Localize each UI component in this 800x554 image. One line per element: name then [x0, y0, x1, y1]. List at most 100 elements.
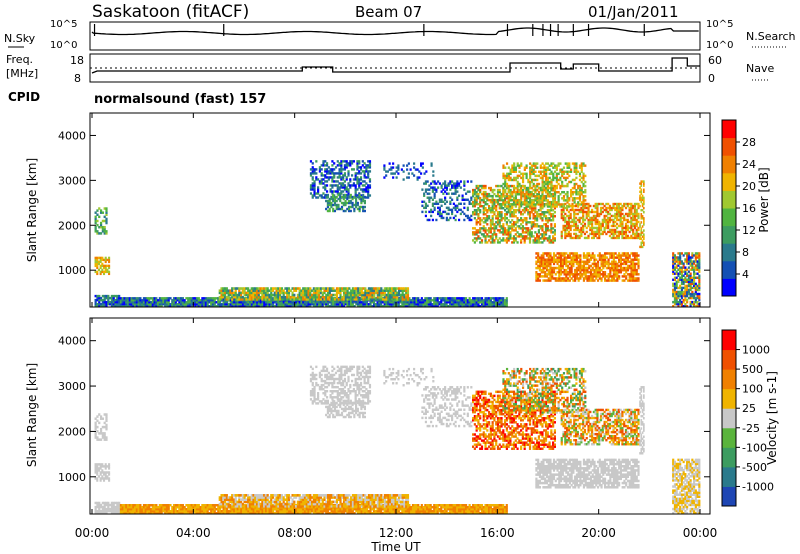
power-cell — [331, 192, 334, 195]
power-cell — [383, 295, 386, 299]
power-cell — [325, 301, 328, 304]
power-cell — [603, 279, 607, 282]
power-cell — [472, 301, 475, 304]
power-cell — [268, 305, 271, 308]
power-cell — [365, 186, 368, 189]
power-cell — [555, 190, 558, 194]
power-cell — [543, 188, 546, 192]
power-cell — [338, 164, 341, 167]
power-cell — [589, 273, 593, 276]
power-cell — [350, 160, 354, 163]
power-cell — [603, 254, 607, 257]
power-cell — [625, 260, 628, 264]
power-cell — [488, 215, 491, 218]
power-cell — [545, 186, 548, 190]
power-cell — [537, 186, 541, 190]
power-cell — [342, 178, 345, 181]
power-cell — [600, 273, 603, 276]
power-cell — [456, 182, 459, 185]
power-cell — [502, 303, 505, 306]
power-cell — [234, 303, 238, 306]
power-cell — [252, 301, 255, 304]
power-cell — [105, 296, 108, 300]
power-cell — [578, 210, 581, 214]
power-cell — [566, 182, 569, 186]
power-cell — [340, 160, 343, 163]
power-cell — [325, 303, 328, 306]
power-cell — [255, 291, 259, 295]
power-cell — [568, 266, 571, 270]
power-cell — [424, 301, 427, 304]
power-cell — [537, 239, 540, 242]
power-cell — [217, 301, 220, 304]
power-heatmap — [94, 160, 701, 308]
power-cell — [259, 287, 262, 290]
power-cell — [591, 210, 594, 214]
power-cell — [564, 176, 567, 180]
power-cell — [421, 210, 424, 214]
power-cell — [293, 295, 296, 299]
power-cell — [569, 234, 572, 238]
power-cell — [568, 205, 571, 208]
power-cell — [675, 302, 678, 306]
power-cell — [567, 224, 570, 228]
power-cell — [552, 202, 555, 206]
power-cell — [456, 301, 459, 304]
power-cell — [342, 168, 345, 171]
power-cell — [218, 305, 222, 308]
power-cell — [300, 295, 303, 299]
power-cell — [477, 213, 480, 216]
power-cell — [489, 186, 492, 190]
power-cell — [394, 287, 397, 290]
power-cell — [552, 197, 555, 200]
power-cell — [300, 293, 303, 297]
power-cell — [673, 262, 677, 265]
power-cell — [673, 302, 677, 306]
power-cell — [621, 254, 624, 257]
power-cell — [318, 295, 321, 299]
power-cell — [536, 178, 539, 182]
power-cell — [624, 228, 628, 232]
power-cell — [436, 301, 439, 304]
power-cell — [340, 201, 344, 205]
power-cell — [498, 221, 501, 224]
power-cell — [332, 207, 335, 211]
power-cell — [602, 256, 605, 259]
power-cell — [114, 294, 117, 298]
power-cell — [121, 303, 124, 306]
power-cell — [602, 266, 605, 270]
power-cell — [640, 190, 643, 194]
power-cell — [586, 270, 589, 274]
power-cell — [426, 180, 429, 183]
power-cell — [535, 275, 538, 278]
power-cell — [165, 305, 169, 308]
power-cell — [564, 228, 567, 232]
power-cell — [591, 228, 594, 232]
power-cell — [640, 237, 643, 240]
power-cell — [511, 237, 514, 240]
power-cell — [449, 200, 452, 203]
power-cell — [346, 298, 349, 301]
power-cell — [247, 305, 250, 308]
power-cell — [552, 176, 555, 180]
power-cell — [240, 301, 243, 304]
power-cell — [568, 273, 571, 276]
power-cell — [146, 297, 149, 300]
power-cell — [112, 298, 115, 302]
power-cell — [614, 262, 617, 266]
power-cell — [553, 215, 556, 218]
power-cell — [521, 209, 524, 212]
power-cell — [612, 214, 615, 218]
power-cell — [309, 301, 312, 304]
power-cell — [581, 268, 584, 272]
power-cell — [277, 298, 280, 301]
power-cell — [134, 305, 137, 308]
power-cell — [557, 178, 560, 182]
power-cell — [356, 195, 359, 199]
power-cell — [489, 198, 492, 202]
power-cell — [557, 172, 560, 176]
power-cell — [256, 301, 259, 304]
power-cell — [635, 224, 638, 228]
power-cell — [335, 291, 339, 295]
power-cell — [367, 287, 371, 290]
